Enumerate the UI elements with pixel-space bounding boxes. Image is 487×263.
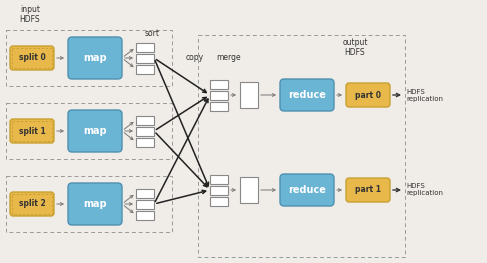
FancyBboxPatch shape xyxy=(346,178,390,202)
Bar xyxy=(12,194,52,214)
Bar xyxy=(210,185,228,195)
FancyBboxPatch shape xyxy=(10,192,54,216)
Bar xyxy=(136,115,154,124)
Bar xyxy=(136,189,154,198)
Text: HDFS
replication: HDFS replication xyxy=(406,89,443,102)
Bar xyxy=(136,200,154,209)
Bar xyxy=(136,64,154,73)
Text: copy: copy xyxy=(186,53,204,62)
Text: part 0: part 0 xyxy=(355,90,381,99)
Text: sort: sort xyxy=(145,29,160,38)
FancyBboxPatch shape xyxy=(280,174,334,206)
Text: split 0: split 0 xyxy=(19,53,45,63)
Text: merge: merge xyxy=(217,53,242,62)
Bar xyxy=(210,90,228,99)
Text: map: map xyxy=(83,199,107,209)
Text: map: map xyxy=(83,53,107,63)
Bar xyxy=(12,121,52,141)
Bar xyxy=(6,176,172,232)
Bar xyxy=(136,138,154,146)
Bar xyxy=(210,174,228,184)
FancyBboxPatch shape xyxy=(280,79,334,111)
Text: reduce: reduce xyxy=(288,90,326,100)
Bar xyxy=(136,210,154,220)
Bar xyxy=(210,102,228,110)
Bar xyxy=(6,103,172,159)
FancyBboxPatch shape xyxy=(10,119,54,143)
Bar xyxy=(136,53,154,63)
Bar xyxy=(6,30,172,86)
Bar xyxy=(136,43,154,52)
FancyBboxPatch shape xyxy=(68,37,122,79)
Bar xyxy=(12,48,52,68)
Text: HDFS
replication: HDFS replication xyxy=(406,184,443,196)
Bar xyxy=(198,35,405,257)
FancyBboxPatch shape xyxy=(10,46,54,70)
Bar xyxy=(240,177,258,203)
FancyBboxPatch shape xyxy=(68,110,122,152)
FancyBboxPatch shape xyxy=(68,183,122,225)
Text: output
HDFS: output HDFS xyxy=(342,38,368,57)
Text: split 1: split 1 xyxy=(19,127,45,135)
Text: map: map xyxy=(83,126,107,136)
Bar xyxy=(136,127,154,135)
Text: part 1: part 1 xyxy=(355,185,381,195)
FancyBboxPatch shape xyxy=(346,83,390,107)
Text: split 2: split 2 xyxy=(19,200,45,209)
Text: input
HDFS: input HDFS xyxy=(19,5,40,24)
Bar xyxy=(240,82,258,108)
Text: reduce: reduce xyxy=(288,185,326,195)
Bar xyxy=(210,79,228,89)
Bar xyxy=(210,196,228,205)
